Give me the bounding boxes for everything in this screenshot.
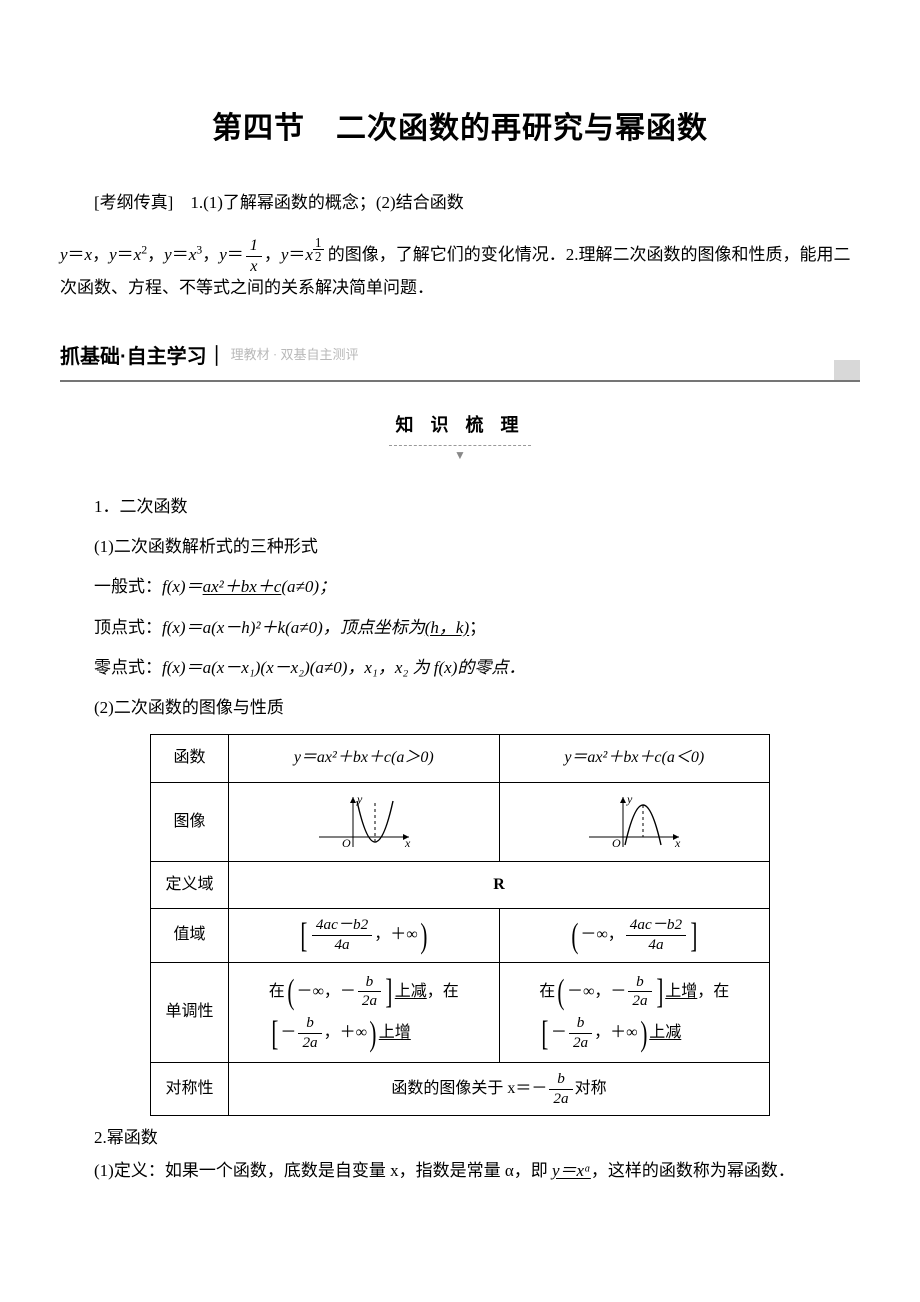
general-fx: f(x)＝ <box>162 577 203 596</box>
svg-text:x: x <box>674 836 681 850</box>
parabola-down-icon: O y x <box>579 791 689 853</box>
cell-parabola-up: O y x <box>229 782 500 861</box>
vertex-hk: (h，k) <box>425 618 469 637</box>
page-title: 第四节 二次函数的再研究与幂函数 <box>60 100 860 157</box>
subheading: 知 识 梳 理 <box>389 408 530 446</box>
table-row-domain: 定义域 R <box>151 861 770 908</box>
vertex-form: 顶点式：f(x)＝a(x－h)²＋k(a≠0)，顶点坐标为(h，k)； <box>94 612 860 644</box>
zero-form: 零点式：f(x)＝a(x－x₁)(x－x₂)(a≠0)，x₁，x₂ 为 f(x)… <box>94 652 860 684</box>
power-def-prefix: (1)定义：如果一个函数，底数是自变量 x，指数是常量 α，即 <box>94 1161 552 1180</box>
cell-range-pos: [4ac－b24a，＋∞) <box>229 909 500 962</box>
general-prefix: 一般式： <box>94 577 162 596</box>
zero-prefix: 零点式： <box>94 658 162 677</box>
sym-suffix: 对称 <box>575 1080 607 1097</box>
table-row-sym: 对称性 函数的图像关于 x＝－b2a对称 <box>151 1062 770 1115</box>
section-band-decor <box>834 360 860 380</box>
s1-p1: (1)二次函数解析式的三种形式 <box>60 531 860 563</box>
general-poly: ax²＋bx＋c <box>203 577 282 596</box>
svg-text:x: x <box>404 836 411 850</box>
subheading-wrap: 知 识 梳 理 ▼ <box>60 408 860 467</box>
table-row-head: 函数 y＝ax²＋bx＋c(a＞0) y＝ax²＋bx＋c(a＜0) <box>151 735 770 782</box>
cell-mono-pos: 在(－∞，－b2a]上减，在 [－b2a，＋∞)上增 <box>229 962 500 1062</box>
cell-domain: R <box>229 861 770 908</box>
table-row-range: 值域 [4ac－b24a，＋∞) (－∞，4ac－b24a] <box>151 909 770 962</box>
parabola-up-icon: O y x <box>309 791 419 853</box>
general-form: 一般式：f(x)＝ax²＋bx＋c(a≠0)； <box>94 571 860 603</box>
th-func: 函数 <box>151 735 229 782</box>
zero-body: f(x)＝a(x－x₁)(x－x₂)(a≠0)，x₁，x₂ 为 f(x)的零点． <box>162 658 525 677</box>
s1-p2: (2)二次函数的图像与性质 <box>60 692 860 724</box>
properties-table: 函数 y＝ax²＋bx＋c(a＞0) y＝ax²＋bx＋c(a＜0) 图像 O … <box>150 734 770 1116</box>
rh-mono: 单调性 <box>151 962 229 1062</box>
section-band-sub: 理教材 · 双基自主测评 <box>231 343 359 370</box>
svg-text:O: O <box>342 836 351 850</box>
section-band: 抓基础·自主学习｜ 理教材 · 双基自主测评 <box>60 334 860 382</box>
svg-text:y: y <box>626 792 633 806</box>
intro-suffix: 的图像，了解它们的变化情况．2.理解二次函数的图像和性质，能用二次函数、方程、不… <box>60 245 851 296</box>
th-apos: y＝ax²＋bx＋c(a＞0) <box>229 735 500 782</box>
rh-domain: 定义域 <box>151 861 229 908</box>
subheading-arrow-icon: ▼ <box>60 444 860 467</box>
vertex-body: f(x)＝a(x－h)²＋k(a≠0)，顶点坐标为 <box>162 618 425 637</box>
exam-outline-line1: [考纲传真] 1.(1)了解幂函数的概念；(2)结合函数 <box>60 187 860 219</box>
power-def-suffix: ，这样的函数称为幂函数． <box>591 1161 795 1180</box>
table-row-mono: 单调性 在(－∞，－b2a]上减，在 [－b2a，＋∞)上增 在(－∞，－b2a… <box>151 962 770 1062</box>
cell-sym: 函数的图像关于 x＝－b2a对称 <box>229 1062 770 1115</box>
cell-parabola-down: O y x <box>499 782 770 861</box>
rh-range: 值域 <box>151 909 229 962</box>
rh-sym: 对称性 <box>151 1062 229 1115</box>
table-row-image: 图像 O y x O y x <box>151 782 770 861</box>
section-band-label: 抓基础·自主学习｜ <box>60 334 227 380</box>
power-function-list: y＝x，y＝x2，y＝x3，y＝1x，y＝x12 的图像，了解它们的变化情况．2… <box>60 237 860 299</box>
vertex-prefix: 顶点式： <box>94 618 162 637</box>
svg-text:O: O <box>612 836 621 850</box>
vertex-tail: ； <box>469 618 486 637</box>
s2-heading: 2.幂函数 <box>94 1122 860 1154</box>
sym-prefix: 函数的图像关于 x＝－ <box>391 1080 547 1097</box>
rh-image: 图像 <box>151 782 229 861</box>
s1-heading: 1．二次函数 <box>60 491 860 523</box>
power-def-formula: y＝xᵅ <box>552 1161 591 1180</box>
cell-mono-neg: 在(－∞，－b2a]上增，在 [－b2a，＋∞)上减 <box>499 962 770 1062</box>
cell-range-neg: (－∞，4ac－b24a] <box>499 909 770 962</box>
general-cond: (a≠0)； <box>281 577 336 596</box>
th-aneg: y＝ax²＋bx＋c(a＜0) <box>499 735 770 782</box>
power-def: (1)定义：如果一个函数，底数是自变量 x，指数是常量 α，即 y＝xᵅ，这样的… <box>60 1155 860 1187</box>
